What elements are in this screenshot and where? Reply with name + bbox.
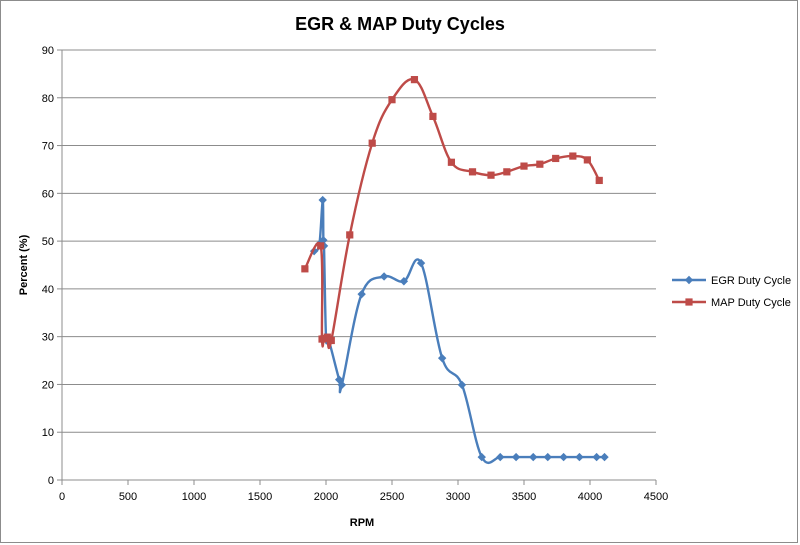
data-point	[600, 452, 609, 462]
x-tick-label: 3000	[446, 491, 470, 503]
x-tick-label: 1000	[182, 491, 206, 503]
x-tick-label: 2000	[314, 491, 338, 503]
y-tick-label: 70	[42, 141, 54, 153]
data-point	[388, 96, 396, 104]
series-line	[313, 198, 605, 465]
legend-swatch-marker	[685, 298, 693, 306]
data-point	[368, 139, 376, 147]
data-point	[399, 277, 409, 286]
data-point	[323, 333, 331, 341]
x-tick-label: 500	[119, 491, 137, 503]
y-tick-label: 20	[42, 379, 54, 391]
data-point	[592, 452, 601, 462]
x-tick-label: 4000	[578, 491, 602, 503]
data-point	[487, 171, 495, 179]
gridlines	[62, 49, 656, 433]
data-point	[569, 152, 577, 160]
legend-label: EGR Duty Cycle	[711, 275, 791, 287]
x-tick-label: 0	[59, 491, 65, 503]
data-point	[457, 380, 467, 390]
y-tick-label: 50	[42, 236, 54, 248]
data-point	[301, 265, 309, 273]
data-point	[317, 242, 325, 250]
x-tick-label: 2500	[380, 491, 404, 503]
legend-label: MAP Duty Cycle	[711, 297, 791, 309]
data-point	[379, 272, 389, 281]
data-point	[319, 235, 328, 245]
y-tick-label: 60	[42, 188, 54, 200]
data-point	[318, 195, 327, 205]
legend: EGR Duty Cycle MAP Duty Cycle	[672, 275, 791, 309]
y-tick-label: 80	[42, 93, 54, 105]
series-line	[303, 77, 601, 349]
data-point	[575, 452, 584, 462]
data-point	[536, 160, 544, 168]
x-tick-labels: 0 500 1000 1500 2000 2500 3000 3500 4000 4500	[59, 491, 668, 503]
chart-title: EGR & MAP Duty Cycles	[295, 14, 505, 34]
data-point	[583, 156, 591, 164]
x-tick-label: 3500	[512, 491, 536, 503]
legend-swatch-marker	[684, 275, 694, 285]
data-point	[437, 353, 447, 363]
data-point	[337, 380, 347, 390]
data-point	[511, 452, 521, 462]
series-egr-duty-cycle	[309, 195, 609, 465]
series-map-duty-cycle	[301, 76, 603, 349]
y-tick-labels: 0 10 20 30 40 50 60 70 80 90	[42, 45, 54, 487]
data-point	[468, 168, 477, 176]
data-point	[529, 452, 538, 462]
axes	[57, 49, 657, 485]
y-axis-label: Percent (%)	[18, 234, 30, 295]
data-point	[559, 452, 568, 462]
data-point	[477, 452, 486, 462]
x-axis-label: RPM	[350, 517, 374, 529]
x-tick-label: 1500	[248, 491, 272, 503]
data-point	[327, 336, 335, 345]
data-point	[503, 168, 511, 176]
y-tick-label: 10	[42, 427, 54, 439]
data-point	[357, 289, 366, 299]
data-point	[496, 452, 505, 462]
data-point	[447, 158, 455, 166]
data-point	[346, 231, 354, 239]
data-point	[429, 112, 437, 121]
y-tick-label: 0	[48, 475, 54, 487]
y-tick-label: 90	[42, 45, 54, 57]
data-point	[552, 154, 560, 163]
y-tick-label: 30	[42, 332, 54, 344]
y-tick-label: 40	[42, 284, 54, 296]
data-point	[543, 452, 552, 462]
x-tick-label: 4500	[644, 491, 668, 503]
data-point	[595, 176, 603, 185]
series-group	[301, 76, 609, 465]
data-point	[520, 162, 528, 170]
data-point	[410, 76, 419, 84]
data-point	[416, 258, 426, 268]
